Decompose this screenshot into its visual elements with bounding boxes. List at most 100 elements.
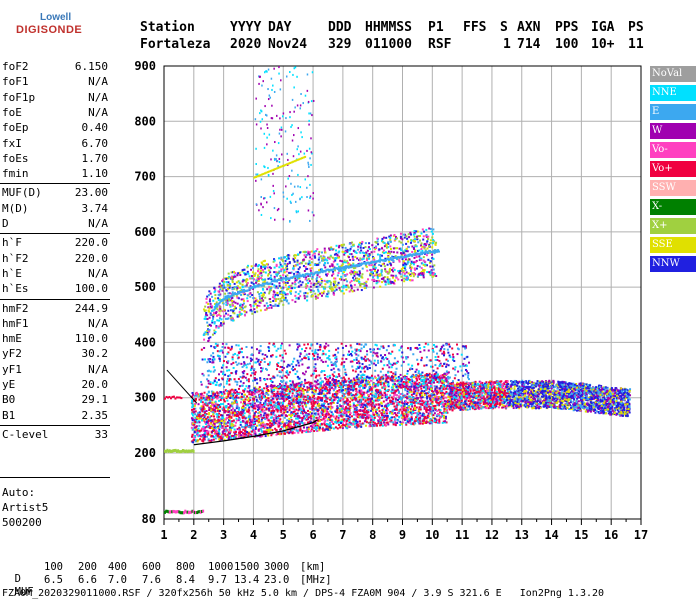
echo-point	[517, 387, 520, 390]
echo-point	[370, 379, 373, 382]
echo-point	[476, 387, 479, 390]
echo-point	[443, 405, 446, 408]
echo-point	[619, 389, 622, 392]
echo-point	[252, 392, 255, 395]
echo-point	[193, 419, 196, 422]
echo-point	[549, 399, 552, 402]
echo-point	[570, 384, 573, 387]
echo-point	[623, 395, 626, 398]
echo-point	[340, 383, 343, 386]
echo-point	[559, 400, 562, 403]
echo-point	[583, 406, 586, 409]
echo-point	[392, 395, 395, 398]
echo-point	[409, 410, 412, 413]
echo-point	[241, 412, 244, 415]
echo-point	[261, 404, 264, 407]
echo-point	[212, 395, 215, 398]
echo-point	[444, 420, 447, 423]
echo-point	[463, 396, 466, 399]
echo-point	[300, 412, 303, 415]
echo-point	[420, 376, 423, 379]
echo-point	[250, 393, 253, 396]
header-value-0: Fortaleza	[140, 37, 211, 52]
echo-point	[526, 392, 529, 395]
echo-point	[394, 408, 397, 411]
echo-point	[434, 400, 437, 403]
echo-point	[477, 398, 480, 401]
echo-point	[397, 391, 400, 394]
echo-point	[606, 400, 609, 403]
echo-point	[203, 410, 206, 413]
echo-point	[351, 394, 354, 397]
echo-point	[255, 418, 258, 421]
echo-point	[391, 400, 394, 403]
echo-point	[450, 398, 453, 401]
echo-point	[394, 397, 397, 400]
echo-point	[341, 392, 344, 395]
echo-point	[410, 393, 413, 396]
echo-point	[284, 424, 287, 427]
echo-point	[353, 379, 356, 382]
echo-point	[222, 419, 225, 422]
echo-point	[551, 402, 554, 405]
echo-point	[439, 380, 442, 383]
echo-point	[359, 409, 362, 412]
echo-point	[273, 404, 276, 407]
echo-point	[399, 392, 402, 395]
echo-point	[327, 405, 330, 408]
echo-point	[396, 421, 399, 424]
echo-point	[396, 388, 399, 391]
param-name: yF2	[2, 347, 22, 361]
echo-point	[254, 405, 257, 408]
echo-point	[394, 421, 397, 424]
echo-point	[441, 421, 444, 424]
header-label-4: HHMMSS	[365, 20, 412, 35]
echo-point	[561, 396, 564, 399]
echo-point	[455, 395, 458, 398]
echo-point	[247, 400, 250, 403]
echo-point	[381, 376, 384, 379]
echo-point	[374, 392, 377, 395]
echo-point	[553, 397, 556, 400]
echo-point	[425, 420, 428, 423]
echo-point	[623, 412, 626, 415]
echo-point	[482, 399, 485, 402]
echo-point	[368, 383, 371, 386]
echo-point	[206, 395, 209, 398]
echo-point	[218, 418, 221, 421]
echo-point	[205, 410, 208, 413]
echo-point	[548, 385, 551, 388]
param-separator	[0, 298, 110, 300]
echo-point	[343, 418, 346, 421]
echo-point	[208, 398, 211, 401]
echo-point	[569, 401, 572, 404]
echo-point	[304, 388, 307, 391]
echo-point	[296, 422, 299, 425]
echo-point	[331, 401, 334, 404]
echo-point	[220, 422, 223, 425]
echo-point	[368, 402, 371, 405]
echo-point	[285, 431, 288, 434]
echo-point	[234, 411, 237, 414]
echo-point	[224, 427, 227, 430]
echo-point	[284, 414, 287, 417]
echo-point	[345, 379, 348, 382]
echo-point	[253, 417, 256, 420]
echo-point	[311, 395, 314, 398]
echo-point	[615, 399, 618, 402]
echo-point	[208, 433, 211, 436]
echo-point	[613, 402, 616, 405]
echo-point	[435, 421, 438, 424]
echo-point	[346, 392, 349, 395]
echo-point	[299, 400, 302, 403]
echo-point	[575, 383, 578, 386]
echo-point	[308, 387, 311, 390]
echo-point	[533, 389, 536, 392]
echo-point	[461, 388, 464, 391]
echo-point	[379, 383, 382, 386]
echo-point	[261, 435, 264, 438]
echo-point	[223, 420, 226, 423]
echo-point	[536, 399, 539, 402]
echo-point	[500, 384, 503, 387]
param-value: 23.00	[74, 186, 108, 200]
